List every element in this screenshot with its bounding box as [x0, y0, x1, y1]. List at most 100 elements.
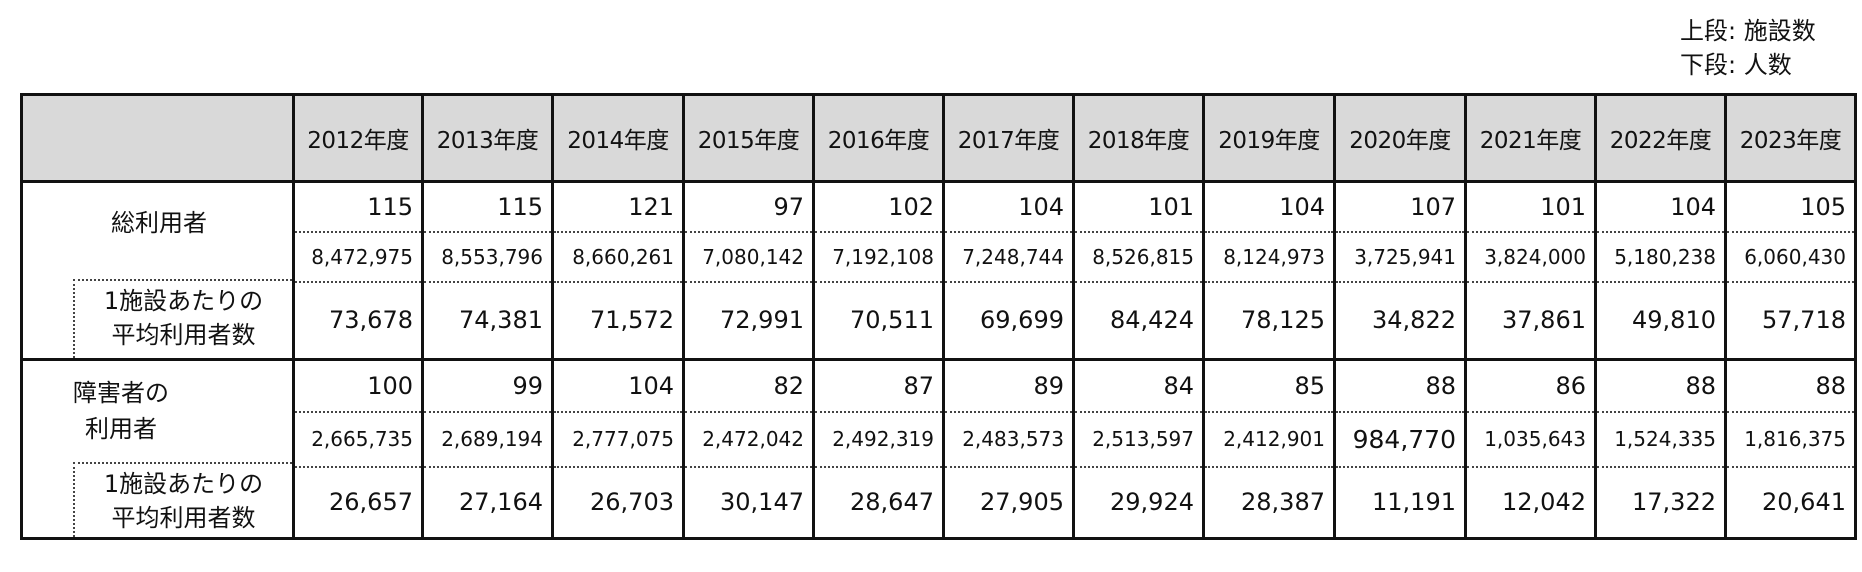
facility-count: 104	[942, 180, 1075, 233]
facility-count: 88	[1333, 358, 1467, 413]
facility-count: 85	[1202, 358, 1336, 413]
facility-count: 84	[1072, 358, 1205, 413]
disabled-people-row: 2,665,735 2,689,194 2,777,075 2,472,042 …	[22, 410, 1857, 468]
group-label-line1: 障害者の	[73, 379, 169, 407]
disabled-avg-row: 26,657 27,164 26,703 30,147 28,647 27,90…	[22, 465, 1857, 540]
facility-count: 115	[421, 180, 554, 233]
avg-users-per-facility: 72,991	[682, 280, 815, 361]
avg-users-per-facility: 26,657	[292, 465, 424, 540]
avg-label-line2: 平均利用者数	[111, 504, 256, 532]
facility-count: 107	[1333, 180, 1467, 233]
total-facilities-row: 総利用者 1施設あたりの 平均利用者数 115 115 121 97 102 1…	[20, 180, 1857, 361]
year-header: 2023年度	[1724, 93, 1857, 183]
people-count: 1,816,375	[1724, 410, 1857, 468]
facility-count: 104	[551, 358, 685, 413]
facility-count: 102	[812, 180, 945, 233]
avg-users-per-facility: 49,810	[1594, 280, 1727, 361]
facility-count: 99	[421, 358, 554, 413]
facility-count: 97	[682, 180, 815, 233]
avg-users-per-facility: 28,647	[812, 465, 945, 540]
legend-lower: 下段: 人数	[1680, 51, 1792, 79]
people-count: 8,553,796	[421, 230, 554, 283]
avg-label-line1: 1施設あたりの	[103, 470, 264, 498]
facility-count: 101	[1072, 180, 1205, 233]
facility-count: 101	[1464, 180, 1597, 233]
avg-users-per-facility: 71,572	[551, 280, 685, 361]
facility-count: 104	[1202, 180, 1336, 233]
avg-users-per-facility: 84,424	[1072, 280, 1205, 361]
people-count: 2,777,075	[551, 410, 685, 468]
total-avg-row: 73,678 74,381 71,572 72,991 70,511 69,69…	[22, 280, 1857, 361]
group-label-text: 総利用者	[111, 209, 207, 237]
group-label-line2: 利用者	[85, 415, 157, 443]
disabled-facilities-row: 障害者の 利用者 1施設あたりの 平均利用者数 100 99 104 82 87…	[20, 358, 1857, 540]
people-count: 2,513,597	[1072, 410, 1205, 468]
people-count: 8,472,975	[292, 230, 424, 283]
facility-count: 87	[812, 358, 945, 413]
facility-count: 115	[292, 180, 424, 233]
people-count: 8,660,261	[551, 230, 685, 283]
facility-count: 86	[1464, 358, 1597, 413]
avg-users-per-facility: 28,387	[1202, 465, 1336, 540]
legend: 上段: 施設数 下段: 人数	[1680, 14, 1816, 82]
people-count: 7,192,108	[812, 230, 945, 283]
facility-usage-table: 2012年度 2013年度 2014年度 2015年度 2016年度 2017年…	[20, 93, 1857, 540]
avg-label-line2: 平均利用者数	[111, 321, 256, 349]
year-header: 2016年度	[812, 93, 945, 183]
people-count: 2,472,042	[682, 410, 815, 468]
avg-users-per-facility: 26,703	[551, 465, 685, 540]
group-label-total: 総利用者 1施設あたりの 平均利用者数	[20, 180, 295, 361]
year-header: 2018年度	[1072, 93, 1205, 183]
facility-count: 88	[1724, 358, 1857, 413]
total-people-row: 8,472,975 8,553,796 8,660,261 7,080,142 …	[22, 230, 1857, 283]
group-label-disabled: 障害者の 利用者 1施設あたりの 平均利用者数	[20, 358, 295, 540]
facility-count: 104	[1594, 180, 1727, 233]
year-header: 2015年度	[682, 93, 815, 183]
legend-upper: 上段: 施設数	[1680, 17, 1816, 45]
avg-users-per-facility: 12,042	[1464, 465, 1597, 540]
corner-cell	[20, 93, 295, 183]
people-count: 8,526,815	[1072, 230, 1205, 283]
people-count: 984,770	[1333, 410, 1467, 468]
avg-users-per-facility: 78,125	[1202, 280, 1336, 361]
people-count: 2,689,194	[421, 410, 554, 468]
people-count: 1,524,335	[1594, 410, 1727, 468]
facility-count: 88	[1594, 358, 1727, 413]
year-header: 2021年度	[1464, 93, 1597, 183]
people-count: 3,824,000	[1464, 230, 1597, 283]
people-count: 2,492,319	[812, 410, 945, 468]
year-header: 2012年度	[292, 93, 424, 183]
facility-count: 82	[682, 358, 815, 413]
year-header: 2017年度	[942, 93, 1075, 183]
people-count: 1,035,643	[1464, 410, 1597, 468]
people-count: 7,080,142	[682, 230, 815, 283]
facility-count: 121	[551, 180, 685, 233]
people-count: 7,248,744	[942, 230, 1075, 283]
people-count: 6,060,430	[1724, 230, 1857, 283]
facility-count: 105	[1724, 180, 1857, 233]
people-count: 2,483,573	[942, 410, 1075, 468]
avg-users-per-facility: 69,699	[942, 280, 1075, 361]
year-header: 2019年度	[1202, 93, 1336, 183]
facility-count: 100	[292, 358, 424, 413]
avg-users-per-facility: 34,822	[1333, 280, 1467, 361]
people-count: 8,124,973	[1202, 230, 1336, 283]
avg-label-box: 1施設あたりの 平均利用者数	[73, 279, 292, 358]
year-header: 2020年度	[1333, 93, 1467, 183]
avg-users-per-facility: 29,924	[1072, 465, 1205, 540]
avg-users-per-facility: 57,718	[1724, 280, 1857, 361]
year-header: 2022年度	[1594, 93, 1727, 183]
avg-users-per-facility: 11,191	[1333, 465, 1467, 540]
people-count: 2,412,901	[1202, 410, 1336, 468]
avg-label-line1: 1施設あたりの	[103, 287, 264, 315]
year-header: 2014年度	[551, 93, 685, 183]
avg-users-per-facility: 37,861	[1464, 280, 1597, 361]
people-count: 5,180,238	[1594, 230, 1727, 283]
header-row: 2012年度 2013年度 2014年度 2015年度 2016年度 2017年…	[20, 93, 1857, 183]
avg-users-per-facility: 70,511	[812, 280, 945, 361]
avg-users-per-facility: 74,381	[421, 280, 554, 361]
avg-users-per-facility: 30,147	[682, 465, 815, 540]
avg-users-per-facility: 17,322	[1594, 465, 1727, 540]
people-count: 2,665,735	[292, 410, 424, 468]
avg-users-per-facility: 73,678	[292, 280, 424, 361]
